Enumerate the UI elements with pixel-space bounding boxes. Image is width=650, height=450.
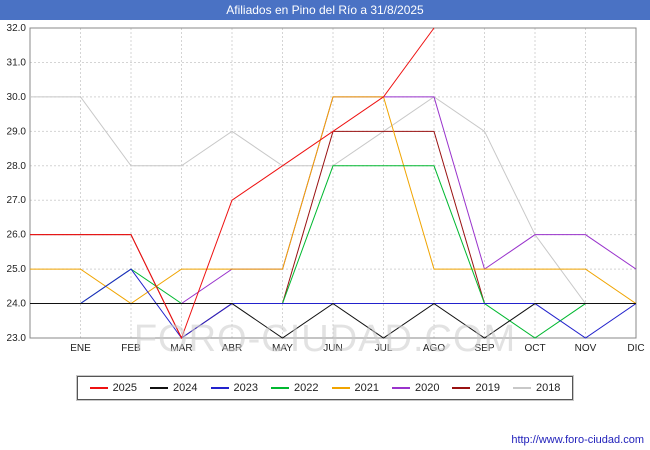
legend-label-2019: 2019 [475,382,500,394]
legend-swatch-2025 [89,387,108,389]
svg-text:32.0: 32.0 [7,23,27,34]
svg-text:23.0: 23.0 [7,333,27,344]
legend-swatch-2023 [210,387,229,389]
legend-row: 2025 2024 2023 2022 2021 2020 2019 2018 [0,375,650,401]
legend-item-2024: 2024 [150,382,198,394]
x-tick-oct: OCT [524,343,545,354]
svg-text:26.0: 26.0 [7,230,27,241]
legend-item-2022: 2022 [271,382,319,394]
legend-label-2018: 2018 [535,382,561,394]
svg-text:25.0: 25.0 [7,264,27,275]
x-tick-nov: NOV [575,343,597,354]
legend-swatch-2024 [150,387,169,389]
svg-text:28.0: 28.0 [7,161,27,172]
legend: 2025 2024 2023 2022 2021 2020 2019 2018 [75,375,575,401]
x-tick-feb: FEB [121,343,141,354]
legend-label-2021: 2021 [354,382,379,394]
legend-label-2025: 2025 [112,382,138,394]
legend-label-2020: 2020 [414,382,440,394]
legend-swatch-2018 [512,387,531,389]
x-tick-ago: AGO [423,343,445,354]
legend-label-2023: 2023 [233,382,259,394]
x-tick-sep: SEP [474,343,494,354]
x-tick-ene: ENE [70,343,91,354]
legend-swatch-2019 [452,387,471,389]
legend-item-2018: 2018 [512,382,561,394]
x-tick-abr: ABR [222,343,243,354]
legend-item-2019: 2019 [452,382,500,394]
svg-text:31.0: 31.0 [7,57,27,68]
svg-text:29.0: 29.0 [7,126,27,137]
line-chart-svg: 23.0 24.0 25.0 26.0 27.0 28.0 29.0 30.0 31.0 32.0… [7,23,645,354]
legend-item-2021: 2021 [331,382,379,394]
legend-swatch-2020 [391,387,410,389]
legend-label-2024: 2024 [173,382,198,394]
legend-label-2022: 2022 [294,382,319,394]
series-line-2025 [30,27,435,340]
legend-swatch-2021 [331,387,350,389]
series-line-2024 [30,302,636,339]
x-tick-jun: JUN [323,343,342,354]
x-tick-may: MAY [272,343,293,354]
legend-item-2020: 2020 [391,382,440,394]
legend-item-2025: 2025 [89,382,138,394]
x-tick-mar: MAR [170,343,192,354]
legend-item-2023: 2023 [210,382,259,394]
svg-text:27.0: 27.0 [7,195,27,206]
svg-text:30.0: 30.0 [7,92,27,103]
x-tick-dic: DIC [627,343,644,354]
chart-plot-area: 23.0 24.0 25.0 26.0 27.0 28.0 29.0 30.0 31.0 32.0… [0,20,650,360]
svg-text:24.0: 24.0 [7,299,27,310]
source-url[interactable]: http://www.foro-ciudad.com [511,434,644,446]
chart-title: Afiliados en Pino del Río a 31/8/2025 [0,0,650,20]
legend-swatch-2022 [271,387,290,389]
x-tick-jul: JUL [375,343,393,354]
